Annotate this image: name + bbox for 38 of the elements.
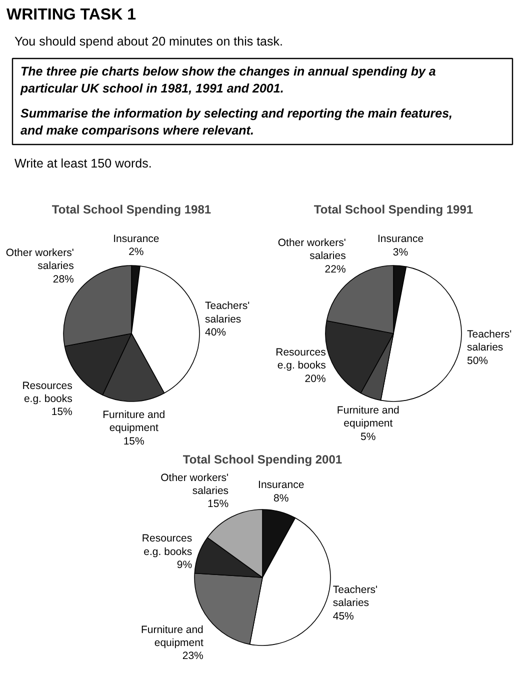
text: You should spend about 20 minutes on this task. bbox=[14, 34, 283, 48]
slice-label: Other workers' salaries bbox=[160, 472, 229, 498]
slice-label: Insurance bbox=[377, 233, 424, 246]
data-label: 20% bbox=[304, 372, 326, 385]
slice-label: Insurance bbox=[258, 479, 304, 492]
slice-label: Other workers' salaries bbox=[278, 236, 346, 262]
slice-label: Teachers' salaries bbox=[332, 584, 378, 610]
data-label: 5% bbox=[360, 430, 376, 443]
chart-title: Total School Spending 2001 bbox=[182, 452, 342, 466]
slice-label: Other workers' salaries bbox=[6, 246, 74, 272]
slice-label: Resources e.g. books bbox=[276, 346, 326, 372]
slice-label: Resources e.g. books bbox=[142, 532, 192, 558]
slice-label: Resources e.g. books bbox=[22, 380, 72, 405]
slice-label: Furniture and equipment bbox=[336, 404, 400, 430]
data-label: 15% bbox=[51, 406, 72, 418]
data-label: 15% bbox=[208, 498, 229, 510]
data-label: 23% bbox=[182, 650, 204, 662]
slice-label: Furniture and equipment bbox=[140, 624, 204, 649]
data-label: 9% bbox=[176, 559, 192, 572]
data-label: 40% bbox=[204, 326, 226, 339]
data-label: 50% bbox=[466, 354, 488, 367]
data-label: 22% bbox=[324, 263, 346, 276]
slice-label: Teachers' salaries bbox=[204, 300, 250, 326]
text: Write at least 150 words. bbox=[14, 156, 152, 170]
data-label: 3% bbox=[392, 246, 408, 258]
slice-label: Furniture and equipment bbox=[102, 408, 166, 434]
data-label: 28% bbox=[52, 273, 74, 286]
slice-label: Teachers' salaries bbox=[466, 328, 512, 354]
slice-label: Insurance bbox=[113, 232, 160, 245]
data-label: 45% bbox=[332, 610, 354, 622]
text: Summarise the information by selecting and reporting the main features, and make comparisons where relevant. bbox=[20, 106, 453, 138]
chart-title: Total School Spending 1991 bbox=[314, 202, 474, 216]
data-label: 8% bbox=[274, 492, 289, 504]
text: WRITING TASK 1 bbox=[6, 6, 136, 24]
chart-title: Total School Spending 1981 bbox=[52, 202, 212, 216]
data-label: 2% bbox=[128, 246, 144, 258]
text: The three pie charts below show the changes in annual spending by a particular UK school in 1981, 1991 and 2001. bbox=[20, 64, 436, 96]
data-label: 15% bbox=[123, 435, 144, 448]
